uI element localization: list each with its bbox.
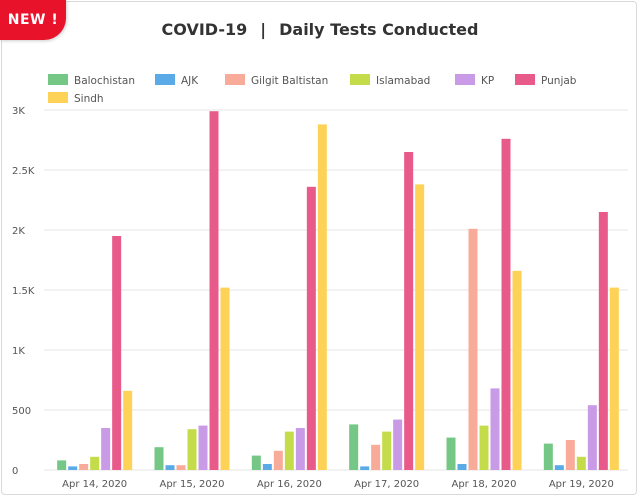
bar-ajk[interactable] [68, 466, 78, 470]
legend: Balochistan AJK Gilgit Baltistan Islamabad K… [48, 74, 577, 105]
legend-item-sindh[interactable]: Sindh [48, 92, 104, 105]
legend-item-kp[interactable]: KP [455, 74, 494, 87]
y-tick-label: 3K [12, 106, 25, 117]
bar-kp[interactable] [393, 419, 403, 470]
x-tick-label: Apr 19, 2020 [549, 479, 614, 490]
bar-sindh[interactable] [220, 287, 230, 470]
legend-swatch [155, 74, 175, 85]
y-tick-label: 1.5K [12, 286, 35, 297]
legend-label: Sindh [74, 93, 104, 105]
bar-kp[interactable] [295, 428, 305, 470]
legend-label: AJK [181, 75, 199, 87]
bar-islamabad[interactable] [284, 431, 294, 470]
bar-balochistan[interactable] [349, 424, 359, 470]
y-tick-label: 2K [12, 226, 25, 237]
bars [57, 111, 619, 471]
x-tick-label: Apr 15, 2020 [159, 479, 224, 490]
bar-islamabad[interactable] [576, 456, 586, 470]
bar-punjab[interactable] [112, 236, 122, 470]
bar-balochistan[interactable] [543, 443, 553, 470]
legend-item-balochistan[interactable]: Balochistan [48, 74, 135, 87]
bar-balochistan[interactable] [57, 460, 67, 470]
bar-balochistan[interactable] [251, 455, 261, 470]
bar-gilgit-baltistan[interactable] [79, 464, 89, 470]
legend-swatch [48, 92, 68, 103]
legend-item-punjab[interactable]: Punjab [515, 74, 577, 87]
legend-label: Balochistan [74, 75, 135, 87]
y-tick-label: 500 [12, 406, 31, 417]
bar-kp[interactable] [198, 425, 208, 470]
bar-sindh[interactable] [609, 287, 619, 470]
bar-gilgit-baltistan[interactable] [468, 228, 478, 470]
bar-gilgit-baltistan[interactable] [176, 465, 186, 470]
legend-label: KP [481, 75, 494, 87]
bar-sindh[interactable] [512, 270, 522, 470]
bar-punjab[interactable] [598, 212, 608, 470]
legend-item-gilgit-baltistan[interactable]: Gilgit Baltistan [225, 74, 328, 87]
bar-kp[interactable] [587, 405, 597, 470]
bar-ajk[interactable] [262, 464, 272, 470]
bar-balochistan[interactable] [446, 437, 456, 470]
legend-swatch [515, 74, 535, 85]
x-tick-label: Apr 14, 2020 [62, 479, 127, 490]
bar-kp[interactable] [490, 388, 500, 470]
bar-islamabad[interactable] [90, 456, 100, 470]
bar-islamabad[interactable] [187, 429, 197, 470]
bar-islamabad[interactable] [479, 425, 489, 470]
bar-punjab[interactable] [501, 138, 511, 471]
bar-ajk[interactable] [554, 465, 564, 470]
bar-gilgit-baltistan[interactable] [371, 444, 381, 470]
legend-item-islamabad[interactable]: Islamabad [350, 74, 430, 87]
legend-item-ajk[interactable]: AJK [155, 74, 199, 87]
bar-gilgit-baltistan[interactable] [273, 450, 283, 470]
new-badge-label: NEW ! [7, 12, 59, 28]
legend-label: Gilgit Baltistan [251, 75, 328, 87]
bar-kp[interactable] [101, 428, 111, 470]
bar-punjab[interactable] [404, 152, 414, 470]
y-tick-label: 2.5K [12, 166, 35, 177]
bar-ajk[interactable] [165, 465, 175, 470]
x-tick-label: Apr 17, 2020 [354, 479, 419, 490]
bar-gilgit-baltistan[interactable] [565, 440, 575, 470]
legend-swatch [48, 74, 68, 85]
bar-balochistan[interactable] [154, 447, 164, 470]
chart-title: COVID-19 | Daily Tests Conducted [0, 20, 640, 39]
bar-punjab[interactable] [306, 186, 316, 471]
legend-label: Islamabad [376, 75, 430, 87]
x-tick-label: Apr 18, 2020 [451, 479, 516, 490]
bar-sindh[interactable] [123, 390, 133, 470]
x-axis: Apr 14, 2020 Apr 15, 2020 Apr 16, 2020 Apr … [62, 479, 614, 490]
legend-swatch [455, 74, 475, 85]
chart-title-separator: | [260, 20, 267, 39]
y-tick-label: 0 [12, 466, 18, 477]
legend-swatch [225, 74, 245, 85]
bar-sindh[interactable] [317, 124, 327, 471]
bar-ajk[interactable] [360, 466, 370, 470]
bar-ajk[interactable] [457, 464, 467, 470]
bar-sindh[interactable] [415, 184, 425, 470]
y-tick-label: 1K [12, 346, 25, 357]
grid-lines [44, 109, 628, 471]
chart-title-right: Daily Tests Conducted [279, 20, 479, 39]
bar-islamabad[interactable] [382, 431, 392, 470]
bar-punjab[interactable] [209, 111, 219, 470]
chart-title-left: COVID-19 [161, 20, 248, 39]
legend-label: Punjab [541, 75, 577, 87]
y-axis: 0 500 1K 1.5K 2K 2.5K 3K [12, 106, 35, 477]
new-badge: NEW ! [0, 0, 66, 40]
legend-swatch [350, 74, 370, 85]
x-tick-label: Apr 16, 2020 [257, 479, 322, 490]
